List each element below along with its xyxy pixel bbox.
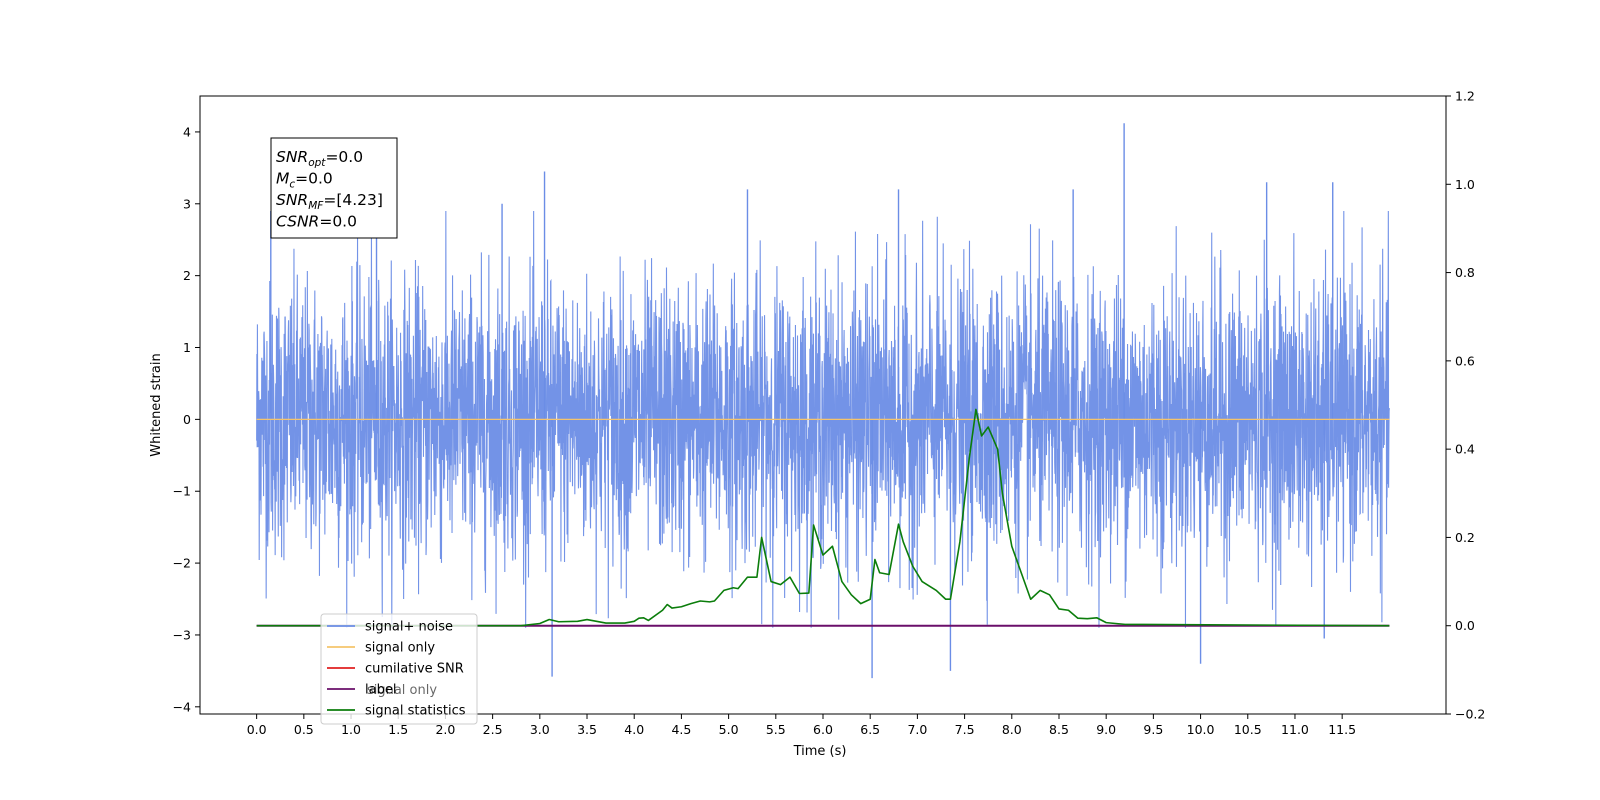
annotation-line: SNRopt=0.0 [276, 148, 363, 169]
x-tick-label: 10.0 [1187, 722, 1215, 737]
y2-tick-label: 0.6 [1455, 353, 1475, 368]
signal-noise-trace [256, 210, 1390, 628]
x-tick-label: 5.0 [719, 722, 739, 737]
x-tick-label: 5.5 [766, 722, 786, 737]
y-tick-label: 3 [183, 196, 191, 211]
x-tick-label: 2.0 [435, 722, 455, 737]
legend-label-label: label [365, 683, 396, 698]
y2-tick-label: 0.4 [1455, 442, 1475, 457]
legend-hidden-text: signal only [367, 683, 437, 698]
x-tick-label: 2.5 [483, 722, 503, 737]
x-tick-label: 7.5 [955, 722, 975, 737]
y-tick-label: −2 [173, 556, 191, 571]
x-tick-label: 7.0 [907, 722, 927, 737]
y-tick-label: 2 [183, 268, 191, 283]
x-tick-label: 0.5 [294, 722, 314, 737]
y2-tick-label: 1.2 [1455, 89, 1475, 104]
y-tick-label: 4 [183, 124, 191, 139]
y-tick-label: −1 [173, 484, 191, 499]
y-tick-label: 1 [183, 340, 191, 355]
legend-frame [320, 613, 478, 725]
x-tick-label: 0.0 [247, 722, 267, 737]
x-tick-label: 11.5 [1328, 722, 1356, 737]
annotation-frame [270, 137, 398, 239]
y-tick-label: −4 [173, 699, 191, 714]
annotation-line: SNRMF=[4.23] [276, 191, 383, 212]
x-axis-label: Time (s) [793, 744, 847, 759]
x-tick-label: 9.0 [1096, 722, 1116, 737]
x-tick-label: 1.0 [341, 722, 361, 737]
annotation-line: CSNR=0.0 [276, 213, 357, 231]
x-tick-label: 3.0 [530, 722, 550, 737]
legend-label-signal-only: signal only [365, 641, 435, 656]
x-tick-label: 8.0 [1002, 722, 1022, 737]
x-tick-label: 8.5 [1049, 722, 1069, 737]
x-tick-label: 3.5 [577, 722, 597, 737]
y-axis-left: 4 3 2 1 0 −1 −2 −3 −4 [173, 124, 200, 714]
annotation-line: Mc=0.0 [276, 170, 333, 191]
signal-noise-series [256, 123, 1390, 679]
legend: signal only signal+ noise signal only cumil… [320, 613, 478, 725]
y2-tick-label: 0.0 [1455, 618, 1475, 633]
x-tick-label: 10.5 [1234, 722, 1262, 737]
x-tick-label: 9.5 [1143, 722, 1163, 737]
legend-label-signal-statistics: signal statistics [365, 704, 466, 719]
x-tick-label: 6.5 [860, 722, 880, 737]
x-tick-label: 11.0 [1281, 722, 1309, 737]
y-tick-label: −3 [173, 627, 191, 642]
legend-label-signal-noise: signal+ noise [365, 620, 453, 635]
signal-statistics-line [256, 408, 1390, 627]
x-tick-label: 6.0 [813, 722, 833, 737]
x-tick-label: 4.0 [624, 722, 644, 737]
y-axis-right: 1.2 1.0 0.8 0.6 0.4 0.2 0.0 −0.2 [1446, 89, 1485, 722]
y2-tick-label: −0.2 [1455, 707, 1485, 722]
x-tick-label: 4.5 [671, 722, 691, 737]
y2-tick-label: 1.0 [1455, 177, 1475, 192]
y2-tick-label: 0.8 [1455, 265, 1475, 280]
y-tick-label: 0 [183, 412, 191, 427]
x-axis: 0.0 0.5 1.0 1.5 2.0 2.5 3.0 3.5 4.0 4.5 5.0 5.5 6.0 6… [247, 714, 1356, 737]
legend-label-cumilative-snr: cumilative SNR [365, 662, 464, 677]
y-axis-label: Whitened strain [149, 353, 164, 456]
x-tick-label: 1.5 [388, 722, 408, 737]
y2-tick-label: 0.2 [1455, 530, 1475, 545]
